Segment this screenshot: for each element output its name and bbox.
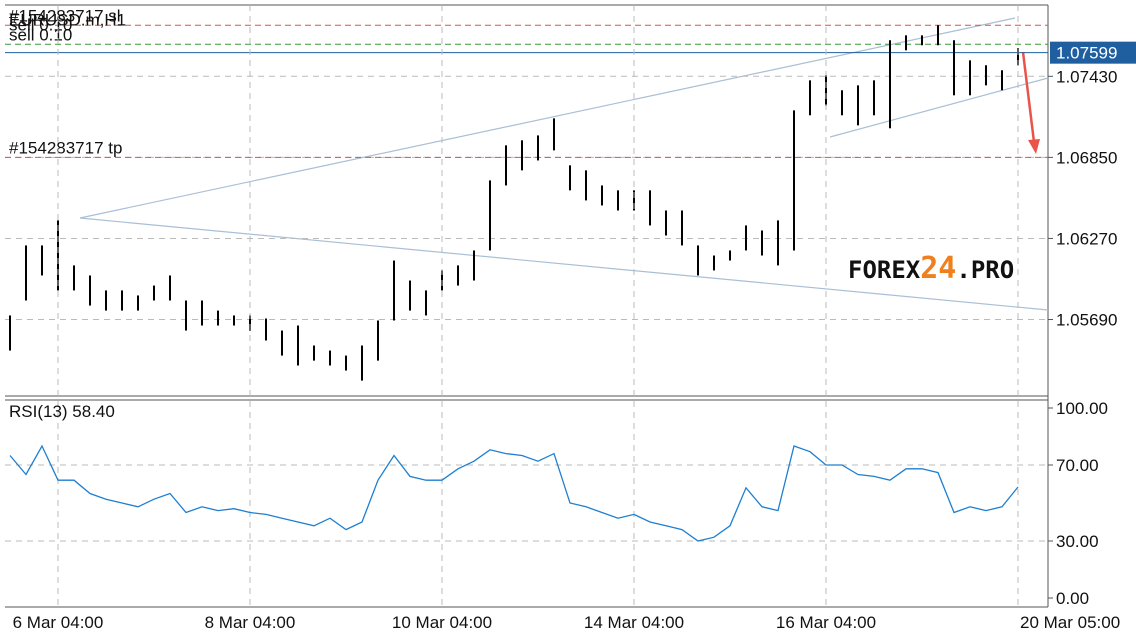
trend-line bbox=[829, 77, 1049, 138]
order-label: sell 0.10 bbox=[9, 25, 72, 44]
forecast-arrowhead bbox=[1028, 139, 1040, 154]
y-tick-label: 1.07430 bbox=[1056, 67, 1117, 86]
indicator-title: RSI(13) 58.40 bbox=[9, 402, 115, 421]
watermark: FOREX24.PRO bbox=[848, 251, 1014, 286]
y-tick-label: 1.05690 bbox=[1056, 311, 1117, 330]
order-label: #154283717 tp bbox=[9, 138, 122, 157]
forecast-arrow bbox=[1021, 51, 1036, 143]
symbol-label: EURUSD.m,H1 bbox=[9, 10, 126, 29]
x-tick-label: 6 Mar 04:00 bbox=[13, 613, 104, 632]
watermark-part: 24 bbox=[920, 251, 956, 286]
x-tick-label: 8 Mar 04:00 bbox=[205, 613, 296, 632]
x-tick-label: 16 Mar 04:00 bbox=[776, 613, 876, 632]
y-tick-label: 30.00 bbox=[1056, 532, 1099, 551]
order-label: sell 0.10 bbox=[9, 15, 72, 34]
y-tick-label: 70.00 bbox=[1056, 456, 1099, 475]
x-tick-label: 10 Mar 04:00 bbox=[392, 613, 492, 632]
y-tick-label: 0.00 bbox=[1056, 589, 1089, 608]
trend-line bbox=[79, 17, 1016, 219]
y-tick-label: 1.06270 bbox=[1056, 229, 1117, 248]
x-tick-label: 14 Mar 04:00 bbox=[584, 613, 684, 632]
indicator-line bbox=[9, 444, 1019, 542]
y-tick-label: 100.00 bbox=[1056, 399, 1108, 418]
y-tick-label: 1.06850 bbox=[1056, 148, 1117, 167]
watermark-part: FOREX bbox=[848, 256, 921, 284]
watermark-part: .PRO bbox=[956, 256, 1014, 284]
current-price-box bbox=[1050, 41, 1136, 64]
x-tick-label: 20 Mar 05:00 bbox=[1020, 613, 1120, 632]
order-label: #154283717 sl bbox=[9, 6, 121, 25]
current-price-label: 1.07599 bbox=[1056, 44, 1117, 63]
trend-line bbox=[79, 217, 1049, 311]
